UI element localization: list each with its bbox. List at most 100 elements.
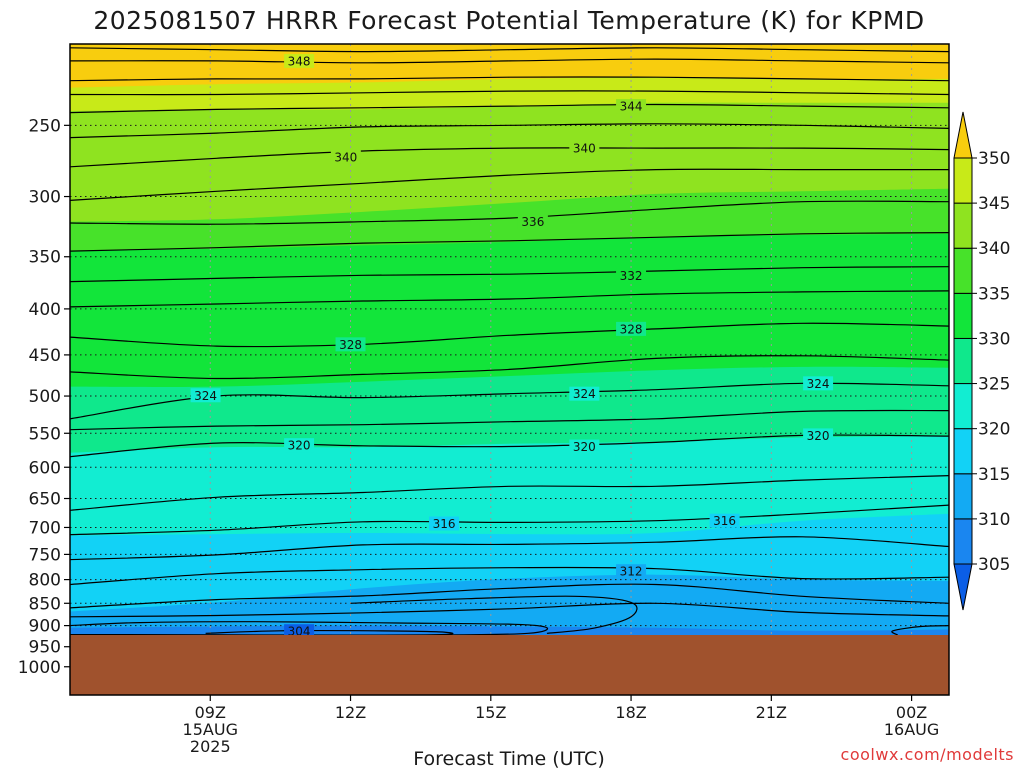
chart-title: 2025081507 HRRR Forecast Potential Tempe… bbox=[93, 6, 924, 35]
contour-320-16 bbox=[70, 434, 949, 458]
contour-348-1 bbox=[70, 58, 949, 64]
contour-label-12: 320 bbox=[573, 440, 596, 454]
contour-label-1: 344 bbox=[620, 100, 643, 114]
contour-326-13 bbox=[70, 355, 949, 380]
x-tick-label-1-0: 12Z bbox=[335, 703, 366, 722]
y-tick-label-300: 300 bbox=[29, 188, 61, 208]
x-tick-label-5-1: 16AUG bbox=[884, 720, 939, 739]
contour-label-4: 336 bbox=[521, 215, 544, 229]
contour-label-bg-16 bbox=[616, 564, 647, 579]
colorbar-label-315: 315 bbox=[978, 465, 1010, 485]
contour-label-15: 316 bbox=[713, 514, 736, 528]
colorbar-segment-320 bbox=[953, 383, 973, 430]
contour-label-3: 340 bbox=[573, 142, 596, 156]
contour-label-bg-11 bbox=[284, 438, 315, 453]
y-tick-label-800: 800 bbox=[29, 571, 61, 591]
y-tick-label-650: 650 bbox=[29, 490, 61, 510]
y-tick-label-750: 750 bbox=[29, 545, 61, 565]
colorbar-label-330: 330 bbox=[978, 329, 1010, 349]
contour-label-bg-7 bbox=[616, 321, 647, 336]
ground-below-surface bbox=[70, 635, 949, 695]
x-tick-label-5-0: 00Z bbox=[896, 703, 927, 722]
contour-label-bg-17 bbox=[284, 624, 315, 639]
colorbar: 350 345 340 335 330 325 320 315 310 305 bbox=[953, 111, 1010, 611]
colorbar-segment-305 bbox=[953, 518, 973, 565]
plot-area: 348 344 340 340 336 332 328 328 324 324 324 320 320 3… bbox=[70, 44, 949, 695]
contour-332-10 bbox=[70, 266, 949, 283]
contour-label-bg-0 bbox=[284, 53, 315, 68]
contour-label-bg-2 bbox=[330, 149, 361, 164]
colorbar-label-350: 350 bbox=[978, 149, 1010, 169]
y-tick-label-450: 450 bbox=[29, 346, 61, 366]
colorbar-segment-335 bbox=[953, 247, 973, 294]
contour-label-13: 320 bbox=[807, 429, 830, 443]
contour-label-bg-13 bbox=[803, 428, 834, 443]
colorbar-segment-340 bbox=[953, 202, 973, 249]
y-axis: 250 300 350 400 450 500 550 600 650 700 750 800 850 9… bbox=[18, 116, 70, 678]
contour-312-20 bbox=[70, 566, 949, 586]
colorbar-segment-330 bbox=[953, 292, 973, 339]
colorbar-label-340: 340 bbox=[978, 239, 1010, 259]
contour-label-bg-4 bbox=[517, 214, 548, 229]
colorbar-label-305: 305 bbox=[978, 555, 1010, 575]
contour-342-5 bbox=[70, 123, 949, 139]
colorbar-label-335: 335 bbox=[978, 284, 1010, 304]
contour-label-9: 324 bbox=[573, 387, 596, 401]
contour-322-15 bbox=[70, 409, 949, 431]
contour-328-12 bbox=[70, 322, 949, 348]
contour-308-22 bbox=[70, 602, 949, 618]
contour-316-18 bbox=[70, 504, 949, 536]
color-fill-bands bbox=[70, 77, 949, 695]
plot-frame bbox=[69, 43, 950, 696]
colorbar-arrow-low bbox=[953, 563, 973, 611]
contour-label-bg-1 bbox=[616, 99, 647, 114]
colorbar-arrow-high bbox=[953, 111, 973, 159]
contour-310-closed-1 bbox=[350, 595, 638, 634]
colorbar-segment-325 bbox=[953, 337, 973, 385]
x-axis-label: Forecast Time (UTC) bbox=[413, 748, 604, 768]
colorbar-label-310: 310 bbox=[978, 510, 1010, 530]
colorbar-label-325: 325 bbox=[978, 375, 1010, 395]
contour-label-bg-9 bbox=[569, 386, 600, 401]
contour-label-bg-15 bbox=[709, 513, 740, 528]
contour-318-17 bbox=[70, 475, 949, 511]
contour-labels: 348 344 340 340 336 332 328 328 324 324 324 320 320 3… bbox=[190, 53, 834, 639]
contour-314-19 bbox=[70, 536, 949, 561]
contour-label-bg-12 bbox=[569, 439, 600, 454]
colorbar-segment-345 bbox=[953, 157, 973, 204]
contour-345-3 bbox=[70, 90, 949, 96]
contour-label-6: 328 bbox=[339, 338, 362, 352]
contour-label-10: 324 bbox=[807, 377, 830, 391]
contour-label-0: 348 bbox=[288, 54, 311, 68]
contour-336-8 bbox=[70, 200, 949, 225]
y-tick-label-700: 700 bbox=[29, 518, 61, 538]
x-tick-label-3-0: 18Z bbox=[615, 703, 646, 722]
y-tick-label-500: 500 bbox=[29, 387, 61, 407]
y-tick-label-600: 600 bbox=[29, 458, 61, 478]
contour-label-14: 316 bbox=[433, 517, 456, 531]
contour-label-2: 340 bbox=[334, 150, 357, 164]
contour-label-bg-3 bbox=[569, 141, 600, 156]
contour-308-closed-3 bbox=[891, 625, 949, 636]
y-tick-label-850: 850 bbox=[29, 594, 61, 614]
x-tick-label-2-0: 15Z bbox=[475, 703, 506, 722]
contour-340-6 bbox=[70, 147, 949, 168]
y-tick-label-900: 900 bbox=[29, 617, 61, 637]
contour-lines bbox=[70, 47, 949, 636]
contour-344-4 bbox=[70, 103, 949, 114]
contour-label-16: 312 bbox=[620, 565, 643, 579]
colorbar-label-320: 320 bbox=[978, 420, 1010, 440]
colorbar-segment-310 bbox=[953, 473, 973, 520]
y-tick-label-350: 350 bbox=[29, 248, 61, 268]
contour-label-5: 332 bbox=[620, 269, 643, 283]
colorbar-segment-315 bbox=[953, 428, 973, 475]
y-tick-label-1000: 1000 bbox=[18, 658, 61, 678]
contour-label-11: 320 bbox=[288, 439, 311, 453]
colorbar-label-345: 345 bbox=[978, 194, 1010, 214]
y-tick-label-550: 550 bbox=[29, 424, 61, 444]
contour-330-11 bbox=[70, 290, 949, 308]
contour-label-bg-10 bbox=[803, 376, 834, 391]
contour-334-9 bbox=[70, 232, 949, 252]
contour-349-0 bbox=[70, 47, 949, 53]
